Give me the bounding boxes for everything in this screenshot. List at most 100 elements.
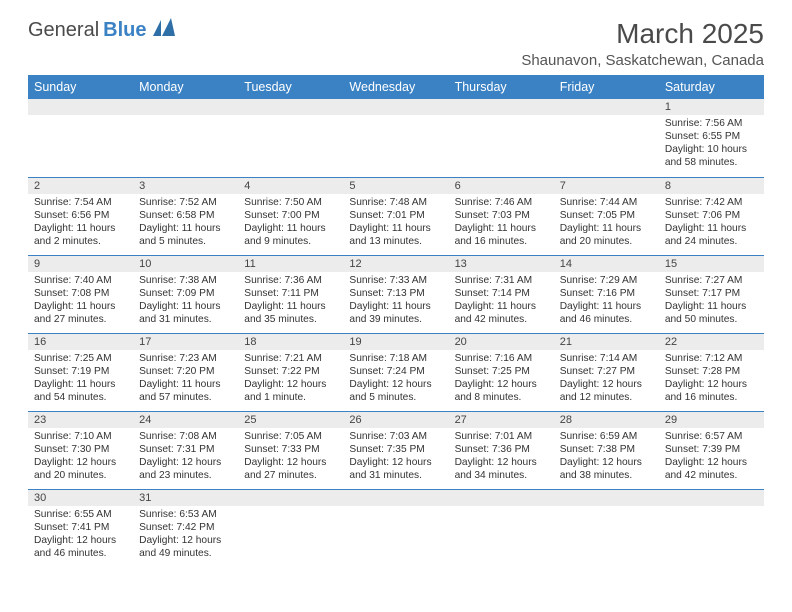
calendar-cell — [238, 489, 343, 567]
sunrise-line: Sunrise: 6:59 AM — [560, 430, 653, 443]
sunrise-line: Sunrise: 7:23 AM — [139, 352, 232, 365]
day-number: 30 — [28, 490, 133, 506]
day-number: 9 — [28, 256, 133, 272]
day-number: 10 — [133, 256, 238, 272]
day-body: Sunrise: 7:56 AMSunset: 6:55 PMDaylight:… — [659, 115, 764, 173]
day-body: Sunrise: 6:53 AMSunset: 7:42 PMDaylight:… — [133, 506, 238, 564]
sunrise-line: Sunrise: 7:48 AM — [349, 196, 442, 209]
sunset-line: Sunset: 7:01 PM — [349, 209, 442, 222]
sunset-line: Sunset: 7:14 PM — [455, 287, 548, 300]
day-header-row: SundayMondayTuesdayWednesdayThursdayFrid… — [28, 75, 764, 99]
day-number: 31 — [133, 490, 238, 506]
day-body: Sunrise: 7:50 AMSunset: 7:00 PMDaylight:… — [238, 194, 343, 252]
daylight-line: Daylight: 11 hours and 39 minutes. — [349, 300, 442, 326]
calendar-cell: 27Sunrise: 7:01 AMSunset: 7:36 PMDayligh… — [449, 411, 554, 489]
day-body: Sunrise: 6:57 AMSunset: 7:39 PMDaylight:… — [659, 428, 764, 486]
day-number — [343, 99, 448, 115]
daylight-line: Daylight: 12 hours and 20 minutes. — [34, 456, 127, 482]
daylight-line: Daylight: 11 hours and 16 minutes. — [455, 222, 548, 248]
sunset-line: Sunset: 7:11 PM — [244, 287, 337, 300]
daylight-line: Daylight: 12 hours and 46 minutes. — [34, 534, 127, 560]
sunset-line: Sunset: 7:17 PM — [665, 287, 758, 300]
calendar-table: SundayMondayTuesdayWednesdayThursdayFrid… — [28, 75, 764, 567]
sunrise-line: Sunrise: 7:52 AM — [139, 196, 232, 209]
day-header: Thursday — [449, 75, 554, 99]
sunrise-line: Sunrise: 6:55 AM — [34, 508, 127, 521]
day-number: 8 — [659, 178, 764, 194]
calendar-cell: 11Sunrise: 7:36 AMSunset: 7:11 PMDayligh… — [238, 255, 343, 333]
calendar-cell: 21Sunrise: 7:14 AMSunset: 7:27 PMDayligh… — [554, 333, 659, 411]
sunrise-line: Sunrise: 7:12 AM — [665, 352, 758, 365]
sunset-line: Sunset: 7:38 PM — [560, 443, 653, 456]
day-number — [554, 99, 659, 115]
sunrise-line: Sunrise: 6:53 AM — [139, 508, 232, 521]
day-body: Sunrise: 6:55 AMSunset: 7:41 PMDaylight:… — [28, 506, 133, 564]
sunrise-line: Sunrise: 7:27 AM — [665, 274, 758, 287]
daylight-line: Daylight: 11 hours and 54 minutes. — [34, 378, 127, 404]
sunset-line: Sunset: 7:27 PM — [560, 365, 653, 378]
daylight-line: Daylight: 12 hours and 23 minutes. — [139, 456, 232, 482]
day-body: Sunrise: 7:44 AMSunset: 7:05 PMDaylight:… — [554, 194, 659, 252]
day-number: 4 — [238, 178, 343, 194]
sunrise-line: Sunrise: 7:31 AM — [455, 274, 548, 287]
day-number — [449, 490, 554, 506]
sunset-line: Sunset: 7:22 PM — [244, 365, 337, 378]
daylight-line: Daylight: 11 hours and 27 minutes. — [34, 300, 127, 326]
day-body: Sunrise: 7:33 AMSunset: 7:13 PMDaylight:… — [343, 272, 448, 330]
sunset-line: Sunset: 7:03 PM — [455, 209, 548, 222]
calendar-cell: 6Sunrise: 7:46 AMSunset: 7:03 PMDaylight… — [449, 177, 554, 255]
calendar-cell — [343, 99, 448, 177]
daylight-line: Daylight: 12 hours and 8 minutes. — [455, 378, 548, 404]
calendar-cell: 17Sunrise: 7:23 AMSunset: 7:20 PMDayligh… — [133, 333, 238, 411]
daylight-line: Daylight: 11 hours and 24 minutes. — [665, 222, 758, 248]
daylight-line: Daylight: 11 hours and 42 minutes. — [455, 300, 548, 326]
daylight-line: Daylight: 12 hours and 12 minutes. — [560, 378, 653, 404]
calendar-cell — [133, 99, 238, 177]
calendar-cell: 7Sunrise: 7:44 AMSunset: 7:05 PMDaylight… — [554, 177, 659, 255]
calendar-cell — [449, 99, 554, 177]
day-number — [659, 490, 764, 506]
day-number — [449, 99, 554, 115]
calendar-week: 30Sunrise: 6:55 AMSunset: 7:41 PMDayligh… — [28, 489, 764, 567]
day-number: 3 — [133, 178, 238, 194]
calendar-cell — [554, 99, 659, 177]
day-number — [133, 99, 238, 115]
day-body: Sunrise: 7:36 AMSunset: 7:11 PMDaylight:… — [238, 272, 343, 330]
sunrise-line: Sunrise: 7:10 AM — [34, 430, 127, 443]
sunset-line: Sunset: 7:42 PM — [139, 521, 232, 534]
day-number: 7 — [554, 178, 659, 194]
calendar-body: 1Sunrise: 7:56 AMSunset: 6:55 PMDaylight… — [28, 99, 764, 567]
day-number: 19 — [343, 334, 448, 350]
daylight-line: Daylight: 11 hours and 5 minutes. — [139, 222, 232, 248]
day-body: Sunrise: 7:48 AMSunset: 7:01 PMDaylight:… — [343, 194, 448, 252]
day-header: Friday — [554, 75, 659, 99]
day-number: 13 — [449, 256, 554, 272]
day-body: Sunrise: 7:27 AMSunset: 7:17 PMDaylight:… — [659, 272, 764, 330]
sunrise-line: Sunrise: 7:42 AM — [665, 196, 758, 209]
sunrise-line: Sunrise: 7:44 AM — [560, 196, 653, 209]
daylight-line: Daylight: 11 hours and 46 minutes. — [560, 300, 653, 326]
sunset-line: Sunset: 7:31 PM — [139, 443, 232, 456]
day-number: 1 — [659, 99, 764, 115]
day-body: Sunrise: 7:46 AMSunset: 7:03 PMDaylight:… — [449, 194, 554, 252]
sunset-line: Sunset: 7:16 PM — [560, 287, 653, 300]
daylight-line: Daylight: 11 hours and 35 minutes. — [244, 300, 337, 326]
calendar-week: 1Sunrise: 7:56 AMSunset: 6:55 PMDaylight… — [28, 99, 764, 177]
daylight-line: Daylight: 12 hours and 27 minutes. — [244, 456, 337, 482]
sunrise-line: Sunrise: 7:03 AM — [349, 430, 442, 443]
daylight-line: Daylight: 11 hours and 20 minutes. — [560, 222, 653, 248]
calendar-cell: 16Sunrise: 7:25 AMSunset: 7:19 PMDayligh… — [28, 333, 133, 411]
day-body: Sunrise: 7:38 AMSunset: 7:09 PMDaylight:… — [133, 272, 238, 330]
day-number — [238, 99, 343, 115]
day-header: Monday — [133, 75, 238, 99]
sunset-line: Sunset: 7:09 PM — [139, 287, 232, 300]
day-number: 21 — [554, 334, 659, 350]
calendar-cell — [343, 489, 448, 567]
day-number: 23 — [28, 412, 133, 428]
daylight-line: Daylight: 12 hours and 16 minutes. — [665, 378, 758, 404]
day-number: 6 — [449, 178, 554, 194]
calendar-cell: 19Sunrise: 7:18 AMSunset: 7:24 PMDayligh… — [343, 333, 448, 411]
calendar-cell — [449, 489, 554, 567]
sunrise-line: Sunrise: 7:01 AM — [455, 430, 548, 443]
day-body: Sunrise: 7:12 AMSunset: 7:28 PMDaylight:… — [659, 350, 764, 408]
